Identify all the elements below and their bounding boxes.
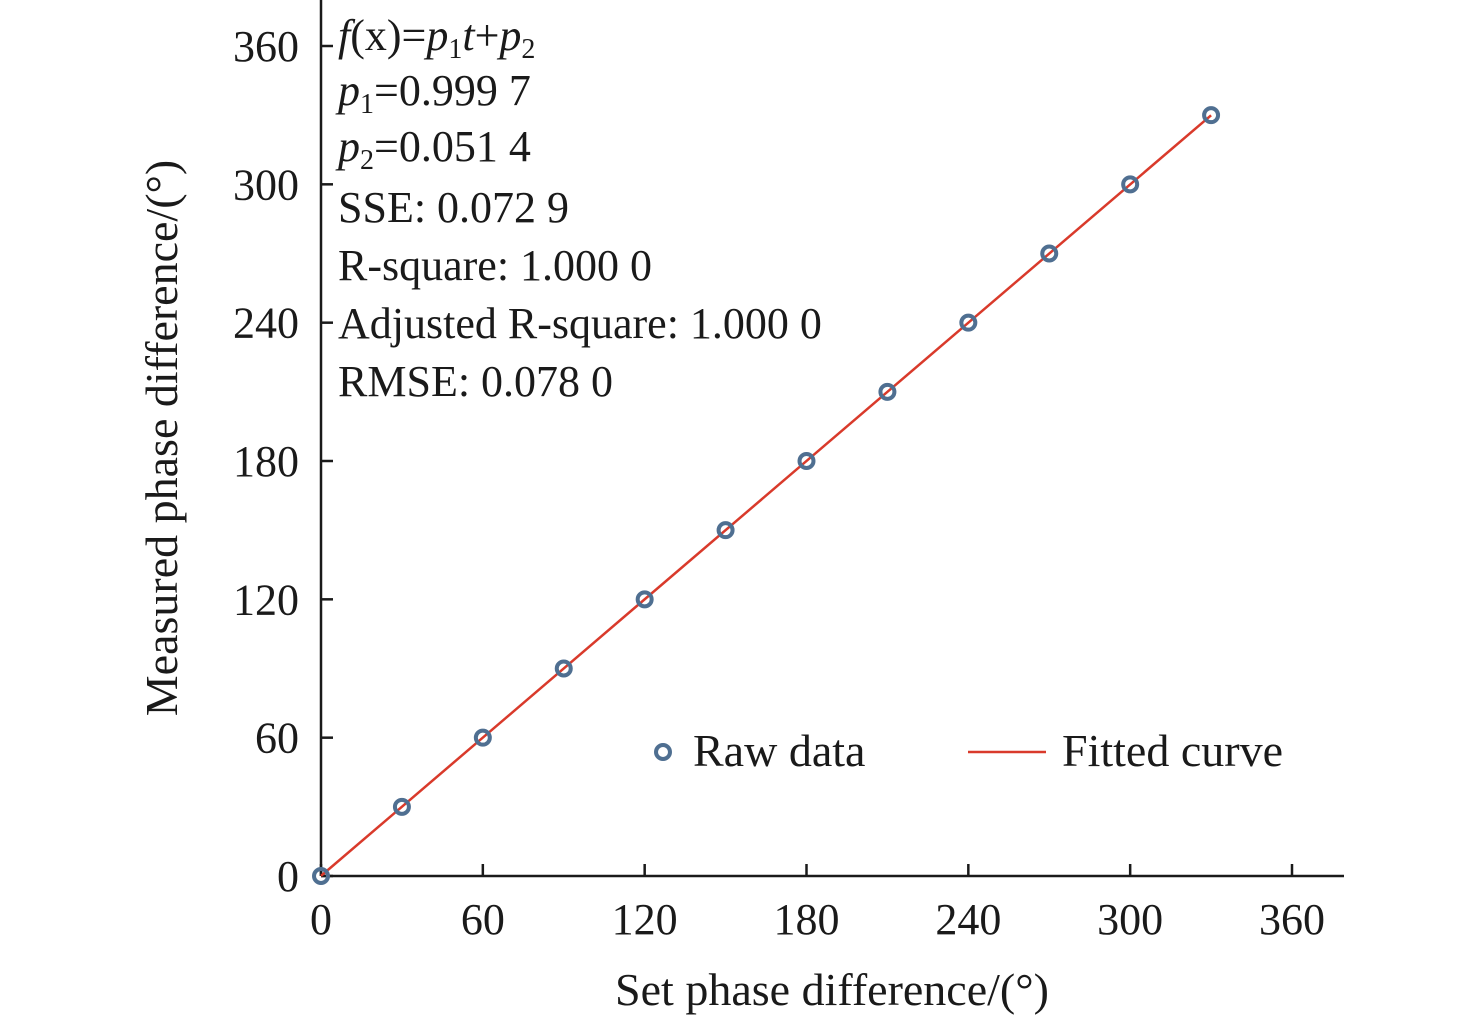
raw-data-point [554, 659, 573, 678]
fit-adj-rsquare: Adjusted R-square: 1.000 0 [338, 299, 822, 348]
y-ticks: 0 60 120 180 240 300 360 [233, 22, 333, 901]
fit-rsquare: R-square: 1.000 0 [338, 241, 652, 290]
fit-sse: SSE: 0.072 9 [338, 183, 569, 232]
axes [319, 0, 1344, 878]
raw-data-point [716, 521, 735, 540]
fit-annotation: f(x)=p1t+p2 p1=0.999 7 p2=0.051 4 SSE: 0… [335, 11, 822, 406]
raw-data-point [473, 728, 492, 747]
fit-rmse: RMSE: 0.078 0 [338, 357, 613, 406]
y-tick-label: 120 [233, 575, 299, 624]
x-tick-label: 180 [774, 895, 840, 944]
raw-data-point [392, 797, 411, 816]
raw-data-point [1202, 106, 1221, 125]
x-tick-label: 120 [612, 895, 678, 944]
raw-data-point [959, 313, 978, 332]
x-tick-label: 60 [461, 895, 505, 944]
series-layer [312, 106, 1221, 885]
y-tick-label: 0 [277, 852, 299, 901]
raw-data-point [878, 382, 897, 401]
x-tick-label: 0 [310, 895, 332, 944]
raw-data-point [1040, 244, 1059, 263]
raw-data-point [312, 867, 330, 885]
legend: Raw data Fitted curve [654, 725, 1283, 776]
legend-label-raw-data: Raw data [693, 725, 865, 776]
x-tick-label: 360 [1259, 895, 1325, 944]
y-tick-label: 300 [233, 160, 299, 209]
x-tick-label: 240 [935, 895, 1001, 944]
y-tick-label: 360 [233, 22, 299, 71]
raw-data-point [1121, 175, 1140, 194]
x-axis-title: Set phase difference/(°) [615, 964, 1049, 1015]
fit-formula: f(x)=p1t+p2 [338, 11, 535, 65]
raw-data-point [797, 452, 816, 470]
legend-label-fitted-curve: Fitted curve [1062, 725, 1283, 776]
x-tick-label: 300 [1097, 895, 1163, 944]
fit-p1: p1=0.999 7 [335, 66, 531, 120]
y-tick-label: 240 [233, 299, 299, 348]
raw-data-point [635, 590, 654, 609]
y-tick-label: 60 [255, 714, 299, 763]
y-axis-title: Measured phase difference/(°) [136, 160, 187, 717]
y-tick-label: 180 [233, 437, 299, 486]
fitted-curve-line [320, 114, 1212, 877]
x-ticks: 0 60 120 180 240 300 360 [310, 864, 1325, 944]
legend-marker-raw-data [654, 743, 672, 761]
fit-p2: p2=0.051 4 [335, 122, 531, 176]
